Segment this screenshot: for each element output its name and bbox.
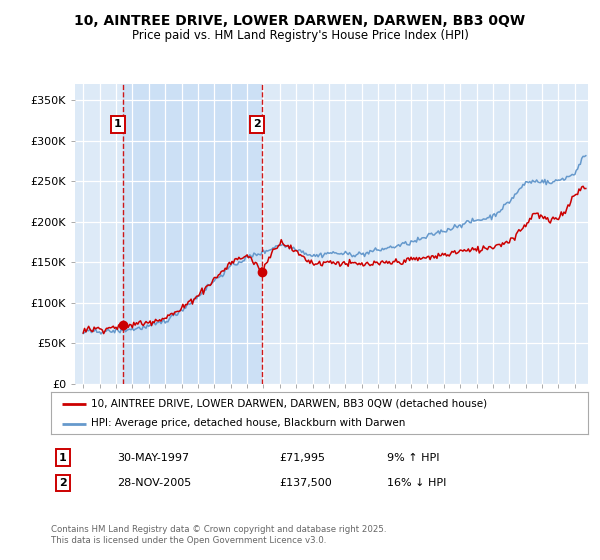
Text: Price paid vs. HM Land Registry's House Price Index (HPI): Price paid vs. HM Land Registry's House … — [131, 29, 469, 42]
Bar — [122, 84, 262, 384]
Text: 30-MAY-1997: 30-MAY-1997 — [117, 452, 189, 463]
Text: 2: 2 — [253, 119, 261, 129]
Text: £71,995: £71,995 — [279, 452, 325, 463]
Text: 1: 1 — [59, 452, 67, 463]
Text: Contains HM Land Registry data © Crown copyright and database right 2025.
This d: Contains HM Land Registry data © Crown c… — [51, 525, 386, 545]
Text: 9% ↑ HPI: 9% ↑ HPI — [387, 452, 439, 463]
Text: 28-NOV-2005: 28-NOV-2005 — [117, 478, 191, 488]
Text: 1: 1 — [114, 119, 122, 129]
Text: HPI: Average price, detached house, Blackburn with Darwen: HPI: Average price, detached house, Blac… — [91, 418, 406, 428]
Text: 16% ↓ HPI: 16% ↓ HPI — [387, 478, 446, 488]
Text: 10, AINTREE DRIVE, LOWER DARWEN, DARWEN, BB3 0QW: 10, AINTREE DRIVE, LOWER DARWEN, DARWEN,… — [74, 14, 526, 28]
Text: 10, AINTREE DRIVE, LOWER DARWEN, DARWEN, BB3 0QW (detached house): 10, AINTREE DRIVE, LOWER DARWEN, DARWEN,… — [91, 399, 487, 409]
Text: £137,500: £137,500 — [279, 478, 332, 488]
Text: 2: 2 — [59, 478, 67, 488]
